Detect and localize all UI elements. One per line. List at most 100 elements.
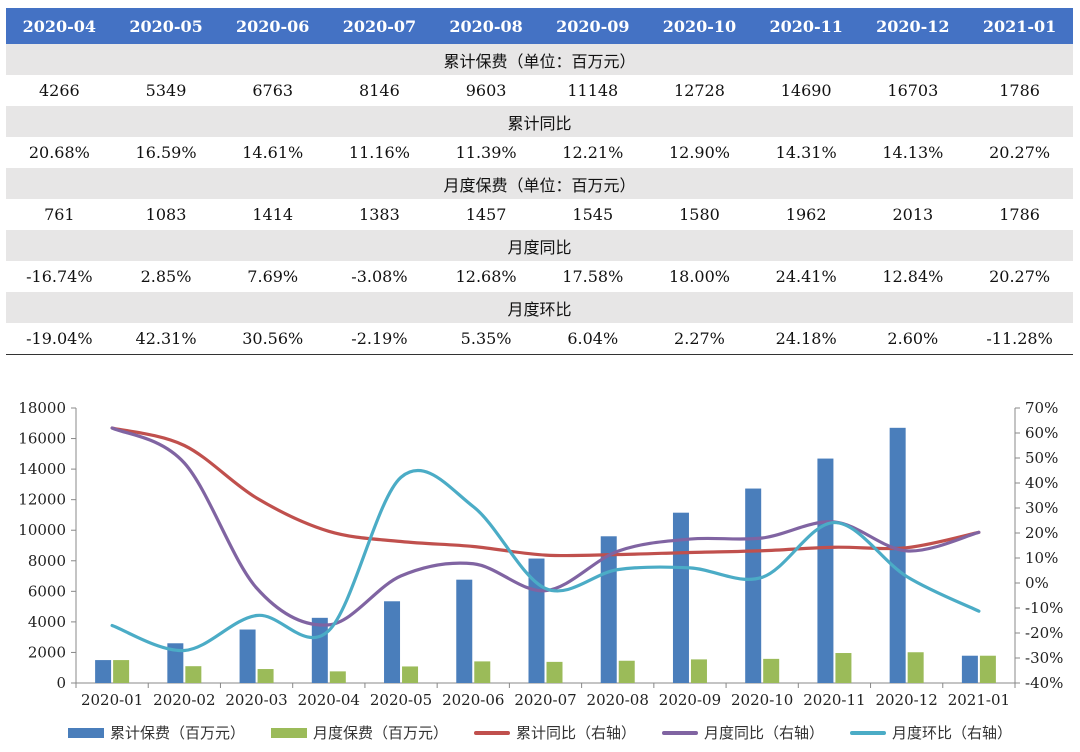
right-tick-label: 20% bbox=[1025, 524, 1058, 542]
table-cell: 12.90% bbox=[668, 143, 730, 162]
table-cell: 14.13% bbox=[882, 143, 944, 162]
legend-item: 月度同比（右轴） bbox=[662, 722, 824, 743]
bar-cumulative bbox=[745, 488, 762, 683]
table-cell: 1383 bbox=[359, 205, 400, 224]
bar-monthly bbox=[979, 655, 996, 683]
table-cell: 14.61% bbox=[242, 143, 304, 162]
table-row: -19.04% 42.31% 30.56% -2.19% 5.35% 6.04% 2.27%… bbox=[6, 323, 1073, 355]
monthly-mom-line bbox=[110, 469, 981, 653]
x-tick-label: 2020-08 bbox=[587, 691, 649, 709]
legend-swatch bbox=[473, 730, 510, 735]
section-title: 累计保费（单位：百万元） bbox=[6, 44, 1073, 75]
left-tick-label: 10000 bbox=[18, 521, 66, 539]
bar-monthly bbox=[329, 671, 346, 683]
bar-cumulative bbox=[384, 601, 401, 683]
x-tick-label: 2020-07 bbox=[514, 691, 576, 709]
table-cell: 12.84% bbox=[882, 267, 944, 286]
column-header: 2020-04 bbox=[6, 8, 113, 44]
right-tick-label: 50% bbox=[1025, 449, 1058, 467]
column-header: 2020-09 bbox=[539, 8, 647, 44]
table-cell: 16.59% bbox=[135, 143, 197, 162]
legend-label: 累计同比（右轴） bbox=[515, 724, 636, 742]
x-tick-label: 2020-04 bbox=[298, 691, 360, 709]
table-cell: 1414 bbox=[252, 205, 294, 224]
table-cell: 12.68% bbox=[455, 267, 517, 286]
section-title-row: 累计同比 bbox=[6, 106, 1073, 137]
section-title-row: 月度环比 bbox=[6, 292, 1073, 323]
left-tick-label: 18000 bbox=[18, 399, 66, 417]
combo-chart: 0 2000 4000 6000 8000 10000 12000 14000 16000 180… bbox=[18, 399, 1063, 709]
section-title-row: 累计保费（单位：百万元） bbox=[6, 44, 1073, 75]
x-tick-label: 2020-03 bbox=[225, 691, 287, 709]
legend-swatch bbox=[662, 730, 698, 735]
table-cell: 5.35% bbox=[432, 323, 540, 355]
bar-monthly bbox=[185, 666, 202, 683]
bar-monthly bbox=[763, 658, 780, 683]
table-cell: -3.08% bbox=[351, 267, 408, 286]
chart-lines bbox=[110, 426, 981, 653]
table-cell: -2.19% bbox=[326, 323, 433, 355]
table-cell: 2.85% bbox=[140, 267, 192, 286]
bar-monthly bbox=[257, 669, 274, 683]
bar-cumulative bbox=[311, 617, 328, 683]
table-cell: 8146 bbox=[359, 81, 400, 100]
right-tick-label: 0% bbox=[1025, 574, 1049, 592]
x-tick-label: 2020-06 bbox=[442, 691, 504, 709]
cumulative-yoy-line bbox=[110, 426, 981, 558]
table-cell: 1580 bbox=[679, 205, 720, 224]
table-cell: 14690 bbox=[780, 81, 832, 100]
data-table: 2020-04 2020-05 2020-06 2020-07 2020-08 2020-… bbox=[6, 8, 1073, 355]
bar-cumulative bbox=[95, 660, 112, 683]
table-row: -16.74% 2.85% 7.69% -3.08% 12.68% 17.58% 18.00… bbox=[6, 261, 1073, 292]
x-tick-label: 2020-09 bbox=[659, 691, 721, 709]
right-tick-label: -40% bbox=[1025, 674, 1063, 692]
table-cell: 1545 bbox=[572, 205, 614, 224]
column-header: 2020-12 bbox=[859, 8, 967, 44]
legend-item: 月度保费（百万元） bbox=[270, 722, 448, 743]
right-tick-label: -30% bbox=[1025, 649, 1063, 667]
section-title: 累计同比 bbox=[6, 106, 1073, 137]
bar-monthly bbox=[907, 652, 924, 683]
bar-cumulative bbox=[672, 512, 689, 683]
table-cell: 1786 bbox=[999, 205, 1040, 224]
table-cell: 24.41% bbox=[775, 267, 837, 286]
table-cell: 20.27% bbox=[989, 143, 1051, 162]
table-cell: -11.28% bbox=[966, 323, 1073, 355]
x-tick-label: 2020-01 bbox=[81, 691, 143, 709]
legend-label: 累计保费（百万元） bbox=[109, 724, 245, 742]
bar-monthly bbox=[546, 661, 563, 683]
bar-cumulative bbox=[167, 643, 184, 683]
table-cell: 2.27% bbox=[646, 323, 753, 355]
table-row: 761 1083 1414 1383 1457 1545 1580 1962 2013 1786 bbox=[6, 199, 1073, 230]
bar-monthly bbox=[690, 659, 707, 683]
bar-cumulative bbox=[889, 427, 906, 683]
legend-item: 累计保费（百万元） bbox=[67, 722, 245, 743]
table-cell: 1962 bbox=[785, 205, 827, 224]
chart-legend: 累计保费（百万元） 月度保费（百万元） 累计同比（右轴） 月度同比（右轴） 月度环比（右… bbox=[0, 722, 1080, 743]
table-cell: 6.04% bbox=[539, 323, 647, 355]
table-row: 20.68% 16.59% 14.61% 11.16% 11.39% 12.21% 12.9… bbox=[6, 137, 1073, 168]
table-cell: 12728 bbox=[674, 81, 725, 100]
bar-cumulative bbox=[239, 629, 256, 683]
table-cell: 24.18% bbox=[752, 323, 860, 355]
legend-label: 月度保费（百万元） bbox=[312, 724, 448, 742]
table-cell: -19.04% bbox=[6, 323, 113, 355]
column-header: 2020-05 bbox=[112, 8, 220, 44]
column-header: 2021-01 bbox=[966, 8, 1073, 44]
legend-item: 累计同比（右轴） bbox=[473, 722, 636, 743]
table-cell: 12.21% bbox=[562, 143, 624, 162]
left-tick-label: 0 bbox=[56, 674, 66, 692]
bar-monthly bbox=[402, 666, 419, 683]
legend-label: 月度环比（右轴） bbox=[892, 724, 1013, 742]
table-cell: 20.27% bbox=[989, 267, 1051, 286]
right-tick-label: 10% bbox=[1025, 549, 1058, 567]
bar-monthly bbox=[618, 660, 635, 683]
left-tick-label: 16000 bbox=[18, 430, 66, 448]
bar-cumulative bbox=[817, 458, 834, 683]
table-cell: 30.56% bbox=[219, 323, 327, 355]
table-cell: 761 bbox=[44, 205, 75, 224]
left-tick-label: 6000 bbox=[28, 582, 66, 600]
table-cell: 14.31% bbox=[775, 143, 837, 162]
section-title: 月度保费（单位：百万元） bbox=[6, 168, 1073, 199]
table-row: 4266 5349 6763 8146 9603 11148 12728 14690 16703… bbox=[6, 75, 1073, 106]
